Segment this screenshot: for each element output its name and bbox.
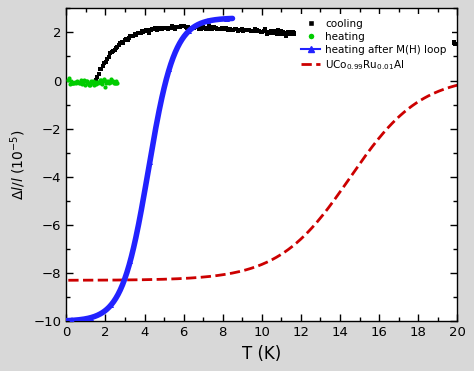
Legend: cooling, heating, heating after M(H) loop, UCo$_{0.99}$Ru$_{0.01}$Al: cooling, heating, heating after M(H) loo… — [296, 14, 452, 77]
X-axis label: T (K): T (K) — [242, 345, 282, 363]
Y-axis label: $\Delta l/l$ (10$^{-5}$): $\Delta l/l$ (10$^{-5}$) — [9, 129, 28, 200]
